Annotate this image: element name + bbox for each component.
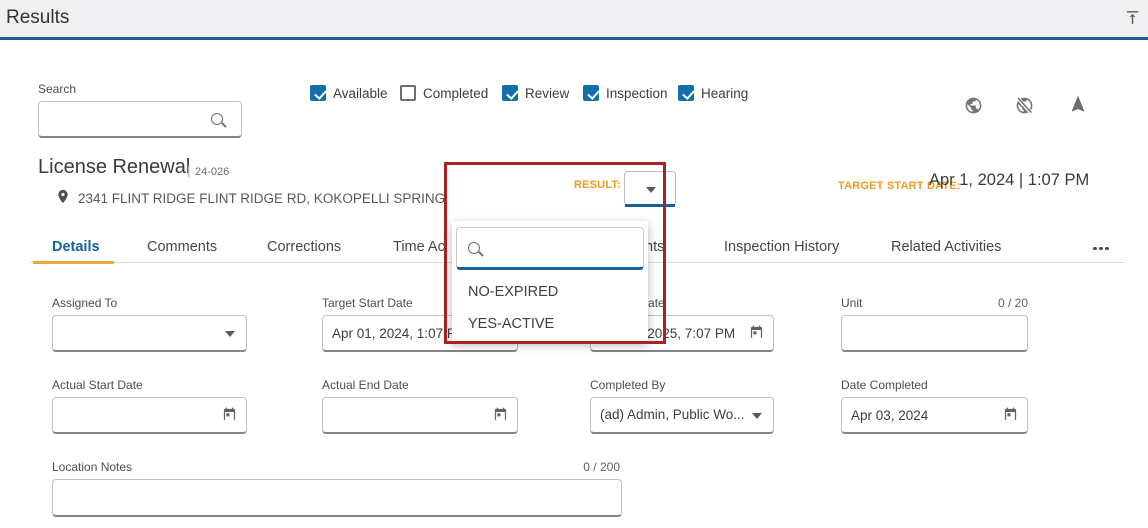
- completed-by-value: (ad) Admin, Public Wo...: [600, 407, 745, 422]
- checkbox-inspection[interactable]: [583, 85, 599, 101]
- place-pin-icon: [55, 188, 71, 205]
- filter-label-review: Review: [525, 85, 570, 101]
- unit-input[interactable]: [851, 318, 1000, 349]
- caret-down-icon: [646, 187, 656, 193]
- collapse-to-top-icon[interactable]: [1124, 9, 1141, 26]
- calendar-icon[interactable]: [493, 407, 508, 422]
- result-label: RESULT:: [573, 179, 621, 191]
- target-start-date-value: Apr 1, 2024 | 1:07 PM: [929, 171, 1090, 189]
- completed-by-select[interactable]: (ad) Admin, Public Wo...: [590, 397, 774, 434]
- search-icon[interactable]: [211, 113, 223, 125]
- globe-icon[interactable]: [964, 96, 983, 115]
- target-start-date-field-label: Target Start Date: [322, 296, 413, 310]
- search-label: Search: [38, 82, 77, 96]
- calendar-icon[interactable]: [222, 407, 237, 422]
- focus-underline: [625, 204, 675, 207]
- actual-end-date-input[interactable]: [332, 400, 490, 431]
- filter-label-available: Available: [333, 85, 388, 101]
- date-completed-input[interactable]: [851, 400, 1000, 431]
- dropdown-search-input[interactable]: [489, 232, 637, 264]
- actual-start-date-label: Actual Start Date: [52, 378, 143, 392]
- option-no-expired[interactable]: NO-EXPIRED: [468, 284, 559, 300]
- tab-documents-partial[interactable]: nts: [645, 239, 665, 255]
- caret-down-icon: [752, 413, 762, 419]
- tab-corrections[interactable]: Corrections: [267, 239, 342, 255]
- unit-char-counter: 0 / 20: [997, 296, 1028, 310]
- tab-related-activities[interactable]: Related Activities: [891, 239, 1002, 255]
- record-number: 24-026: [195, 166, 230, 178]
- location-notes-input[interactable]: [62, 482, 594, 513]
- filter-completed[interactable]: Completed: [400, 84, 488, 102]
- search-box[interactable]: [38, 101, 242, 138]
- search-icon: [468, 242, 480, 254]
- actual-end-date-label: Actual End Date: [322, 378, 409, 392]
- active-tab-indicator: [33, 260, 114, 264]
- tab-inspection-history[interactable]: Inspection History: [724, 239, 840, 255]
- target-start-date-label: TARGET START DATE:: [838, 180, 961, 192]
- checkbox-review[interactable]: [502, 85, 518, 101]
- page-header: Results: [0, 0, 1148, 40]
- unit-field[interactable]: [841, 315, 1028, 352]
- location-notes-field[interactable]: [52, 479, 622, 517]
- result-dropdown-panel: NO-EXPIRED YES-ACTIVE: [452, 221, 648, 342]
- caret-down-icon: [225, 331, 235, 337]
- completed-by-label: Completed By: [590, 378, 666, 392]
- filter-hearing[interactable]: Hearing: [678, 84, 748, 102]
- location-notes-label: Location Notes: [52, 460, 133, 474]
- filter-inspection[interactable]: Inspection: [583, 84, 668, 102]
- tab-time-activities[interactable]: Time Ac: [393, 239, 445, 255]
- tab-comments[interactable]: Comments: [147, 239, 218, 255]
- date-completed-field[interactable]: [841, 397, 1028, 434]
- location-notes-char-counter: 0 / 200: [583, 460, 620, 474]
- filter-label-completed: Completed: [423, 85, 489, 101]
- result-dropdown[interactable]: [624, 171, 676, 207]
- option-yes-active[interactable]: YES-ACTIVE: [468, 316, 555, 332]
- calendar-icon[interactable]: [1003, 407, 1018, 422]
- checkbox-available[interactable]: [310, 85, 326, 101]
- checkbox-hearing[interactable]: [678, 85, 694, 101]
- actual-start-date-field[interactable]: [52, 397, 247, 434]
- dropdown-search-box[interactable]: [456, 227, 644, 270]
- date-completed-label: Date Completed: [841, 378, 928, 392]
- tab-details[interactable]: Details: [52, 239, 100, 255]
- page-title: Results: [6, 7, 70, 28]
- filter-available[interactable]: Available: [310, 84, 388, 102]
- actual-start-date-input[interactable]: [62, 400, 219, 431]
- checkbox-completed[interactable]: [400, 85, 416, 101]
- assigned-to-label: Assigned To: [52, 296, 118, 310]
- assigned-to-select[interactable]: [52, 315, 247, 352]
- globe-off-icon[interactable]: [1015, 96, 1034, 115]
- more-tabs-icon[interactable]: [1093, 234, 1109, 263]
- record-address: 2341 FLINT RIDGE FLINT RIDGE RD, KOKOPEL…: [78, 191, 446, 206]
- actual-end-date-field[interactable]: [322, 397, 518, 434]
- filter-label-hearing: Hearing: [701, 85, 749, 101]
- record-title: License Renewal: [38, 156, 191, 178]
- filter-review[interactable]: Review: [502, 84, 569, 102]
- navigation-icon[interactable]: [1068, 94, 1088, 114]
- calendar-icon[interactable]: [749, 325, 764, 340]
- record-separator: |: [187, 163, 191, 178]
- unit-label: Unit: [841, 296, 863, 310]
- search-input[interactable]: [47, 104, 207, 134]
- filter-label-inspection: Inspection: [606, 85, 668, 101]
